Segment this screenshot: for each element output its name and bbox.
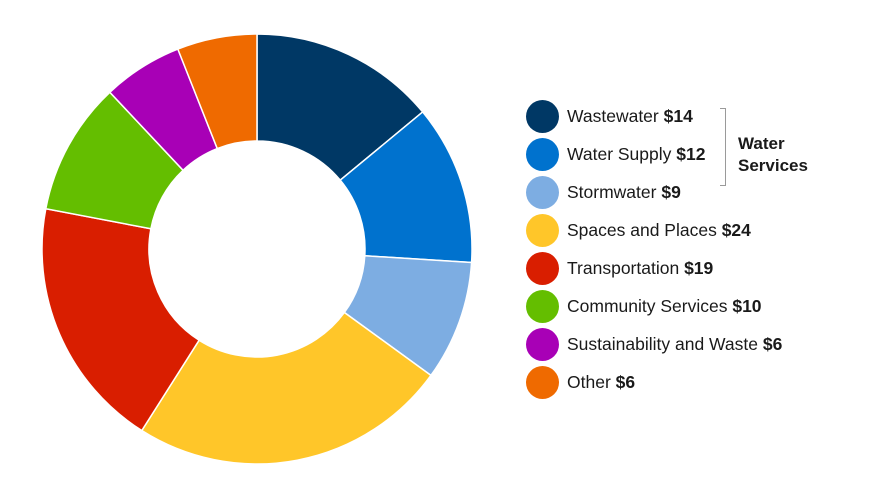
legend-label-spaces-and-places: Spaces and Places (567, 219, 717, 240)
legend-swatch-other (526, 365, 559, 399)
legend-swatch-stormwater (526, 175, 559, 209)
legend-label-other: Other (567, 371, 611, 392)
legend-item-community-services: Community Services $10 (526, 287, 866, 325)
legend-label-community-services: Community Services (567, 295, 728, 316)
legend-swatch-sustainability-and-waste (526, 327, 559, 361)
legend-item-stormwater: Stormwater $9 (526, 173, 866, 211)
legend-value-water-supply: $12 (676, 143, 706, 164)
slice-other (176, 33, 258, 150)
legend-swatch-spaces-and-places (526, 213, 559, 247)
legend-swatch-water-supply (526, 137, 559, 171)
legend-item-water-supply: Water Supply $12 (526, 135, 866, 173)
slice-wastewater (256, 33, 424, 182)
slice-transportation (41, 207, 201, 432)
legend-value-stormwater: $9 (661, 181, 681, 202)
legend-value-community-services: $10 (732, 295, 762, 316)
water-services-group-label: Water Services (738, 133, 848, 177)
legend-item-other: Other $6 (526, 363, 866, 401)
water-services-bracket (720, 108, 726, 186)
legend-item-transportation: Transportation $19 (526, 249, 866, 287)
legend-value-transportation: $19 (684, 257, 714, 278)
legend-item-wastewater: Wastewater $14 (526, 97, 866, 135)
group-label-line2: Services (738, 156, 808, 175)
legend-swatch-wastewater (526, 99, 559, 133)
legend-item-sustainability-and-waste: Sustainability and Waste $6 (526, 325, 866, 363)
legend-label-transportation: Transportation (567, 257, 680, 278)
legend-label-water-supply: Water Supply (567, 143, 672, 164)
legend-value-other: $6 (615, 371, 636, 392)
legend-swatch-transportation (526, 251, 559, 285)
legend-label-stormwater: Stormwater (567, 181, 657, 202)
legend-value-sustainability-and-waste: $6 (762, 333, 783, 354)
slice-spaces-and-places (140, 311, 432, 465)
group-label-line1: Water (738, 134, 785, 153)
legend: Wastewater $14 Water Supply $12 Stormwat… (526, 97, 866, 401)
legend-swatch-community-services (526, 289, 559, 323)
legend-label-sustainability-and-waste: Sustainability and Waste (567, 333, 758, 354)
legend-label-wastewater: Wastewater (567, 105, 659, 126)
legend-value-spaces-and-places: $24 (721, 219, 751, 240)
legend-item-spaces-and-places: Spaces and Places $24 (526, 211, 866, 249)
legend-value-wastewater: $14 (663, 105, 693, 126)
